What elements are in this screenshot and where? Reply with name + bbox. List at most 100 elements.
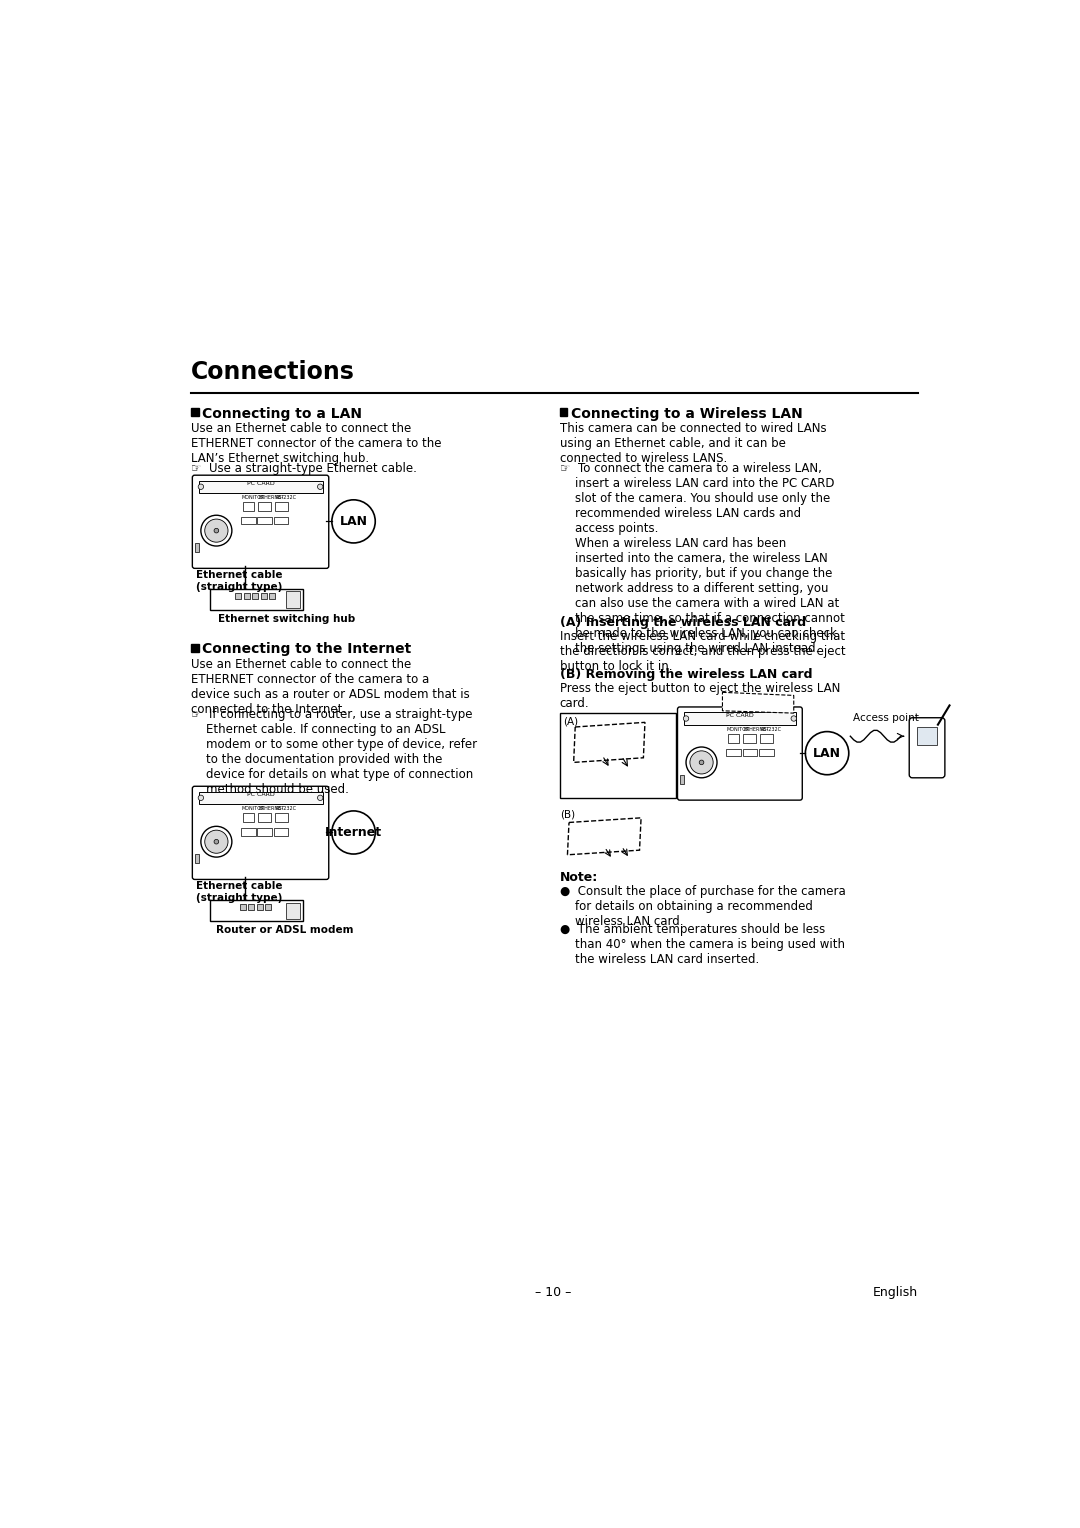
Text: Ethernet cable
(straight type): Ethernet cable (straight type) — [197, 570, 283, 591]
Text: Connecting to a LAN: Connecting to a LAN — [202, 406, 363, 420]
Bar — [260, 593, 267, 599]
Circle shape — [318, 795, 323, 801]
Bar — [273, 516, 288, 524]
Bar — [257, 905, 262, 911]
Bar — [273, 828, 288, 836]
Circle shape — [699, 759, 704, 764]
Polygon shape — [573, 723, 645, 762]
Bar — [194, 854, 200, 863]
Text: Press the eject button to eject the wireless LAN
card.: Press the eject button to eject the wire… — [559, 683, 840, 711]
Text: Connecting to a Wireless LAN: Connecting to a Wireless LAN — [571, 406, 804, 420]
Text: Ethernet cable
(straight type): Ethernet cable (straight type) — [197, 882, 283, 903]
Text: Use an Ethernet cable to connect the
ETHERNET connector of the camera to a
devic: Use an Ethernet cable to connect the ETH… — [191, 657, 470, 715]
Text: LAN: LAN — [813, 747, 841, 759]
Bar — [199, 481, 323, 494]
Bar — [917, 727, 937, 744]
Text: ☞  To connect the camera to a wireless LAN,
    insert a wireless LAN card into : ☞ To connect the camera to a wireless LA… — [559, 461, 845, 656]
Text: English: English — [873, 1287, 918, 1299]
Bar — [235, 593, 241, 599]
Text: ☞  Use a straight-type Ethernet cable.: ☞ Use a straight-type Ethernet cable. — [191, 461, 417, 475]
Bar — [759, 749, 773, 756]
Bar — [257, 516, 272, 524]
Bar — [743, 749, 757, 756]
Text: (A): (A) — [563, 717, 578, 726]
Bar — [211, 590, 303, 610]
Bar — [191, 408, 199, 416]
Circle shape — [686, 747, 717, 778]
Bar — [241, 516, 256, 524]
Text: RS-232C: RS-232C — [275, 807, 296, 811]
Bar — [243, 813, 254, 822]
Text: This camera can be connected to wired LANs
using an Ethernet cable, and it can b: This camera can be connected to wired LA… — [559, 422, 826, 465]
Circle shape — [332, 500, 375, 542]
Circle shape — [201, 515, 232, 545]
Circle shape — [684, 715, 689, 721]
Bar — [679, 775, 685, 784]
Polygon shape — [723, 692, 794, 714]
Text: MONITOR: MONITOR — [241, 495, 265, 500]
Circle shape — [806, 732, 849, 775]
Text: LAN: LAN — [339, 515, 367, 527]
Bar — [248, 905, 255, 911]
FancyBboxPatch shape — [192, 787, 328, 880]
Circle shape — [214, 839, 218, 843]
Bar — [275, 503, 287, 512]
Text: ●  The ambient temperatures should be less
    than 40° when the camera is being: ● The ambient temperatures should be les… — [559, 923, 845, 966]
FancyBboxPatch shape — [677, 707, 802, 801]
Bar — [266, 905, 271, 911]
Text: ETHERNET: ETHERNET — [743, 727, 770, 732]
Text: – 10 –: – 10 – — [536, 1287, 571, 1299]
Text: (B) Removing the wireless LAN card: (B) Removing the wireless LAN card — [559, 668, 812, 681]
Text: Insert the wireless LAN card while checking that
the direction is correct, and t: Insert the wireless LAN card while check… — [559, 630, 846, 672]
Circle shape — [198, 484, 204, 489]
Bar — [760, 733, 773, 743]
Bar — [743, 733, 756, 743]
Circle shape — [198, 795, 204, 801]
Bar — [559, 714, 676, 798]
Circle shape — [332, 811, 375, 854]
Text: ETHERNET: ETHERNET — [258, 807, 284, 811]
Text: (A) Inserting the wireless LAN card: (A) Inserting the wireless LAN card — [559, 616, 806, 630]
Circle shape — [791, 715, 796, 721]
Text: ☞  If connecting to a router, use a straight-type
    Ethernet cable. If connect: ☞ If connecting to a router, use a strai… — [191, 707, 477, 796]
Bar — [240, 905, 246, 911]
Text: Router or ADSL modem: Router or ADSL modem — [216, 924, 354, 935]
Text: RS-232C: RS-232C — [760, 727, 782, 732]
Bar — [243, 593, 249, 599]
Text: RS-232C: RS-232C — [275, 495, 296, 500]
Circle shape — [205, 520, 228, 542]
Text: ●  Consult the place of purchase for the camera
    for details on obtaining a r: ● Consult the place of purchase for the … — [559, 885, 846, 927]
Bar — [727, 749, 741, 756]
Bar — [258, 813, 271, 822]
Text: MONITOR: MONITOR — [727, 727, 750, 732]
Bar — [211, 900, 303, 921]
Text: PC CARD: PC CARD — [246, 481, 274, 486]
Bar — [199, 792, 323, 804]
Bar — [286, 591, 300, 608]
Circle shape — [690, 750, 713, 775]
Text: (B): (B) — [559, 810, 575, 819]
Circle shape — [214, 529, 218, 533]
Text: Connecting to the Internet: Connecting to the Internet — [202, 642, 411, 657]
Text: Internet: Internet — [325, 827, 382, 839]
Bar — [684, 712, 796, 724]
Bar — [559, 408, 567, 416]
Text: Note:: Note: — [559, 871, 598, 885]
Text: PC CARD: PC CARD — [726, 714, 754, 718]
Polygon shape — [567, 817, 642, 854]
Text: Use an Ethernet cable to connect the
ETHERNET connector of the camera to the
LAN: Use an Ethernet cable to connect the ETH… — [191, 422, 442, 465]
Bar — [243, 503, 254, 512]
Circle shape — [201, 827, 232, 857]
Bar — [269, 593, 275, 599]
Bar — [194, 542, 200, 552]
FancyBboxPatch shape — [192, 475, 328, 568]
Bar — [275, 813, 287, 822]
Bar — [258, 503, 271, 512]
FancyBboxPatch shape — [909, 718, 945, 778]
Text: MONITOR: MONITOR — [241, 807, 265, 811]
Bar — [191, 643, 199, 651]
Bar — [252, 593, 258, 599]
Text: Access point: Access point — [852, 714, 918, 723]
Circle shape — [205, 830, 228, 853]
Bar — [728, 733, 739, 743]
